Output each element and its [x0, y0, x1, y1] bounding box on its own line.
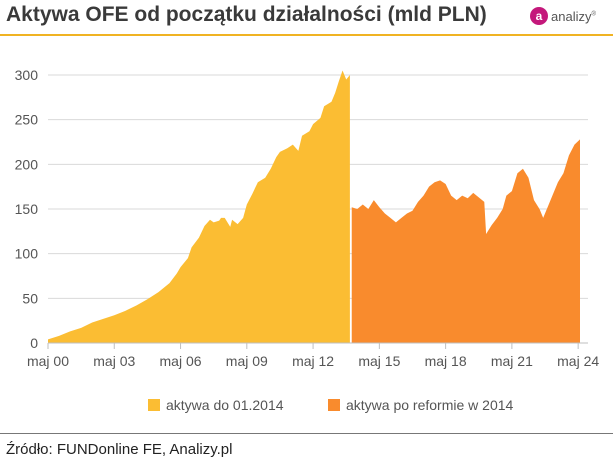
y-tick-label: 200 [15, 156, 39, 172]
x-tick-label: maj 18 [425, 353, 467, 369]
y-tick-label: 300 [15, 67, 39, 83]
analizy-logo-icon: a [530, 7, 548, 25]
x-tick-label: maj 24 [557, 353, 599, 369]
legend-label-series-2: aktywa po reformie w 2014 [346, 397, 514, 413]
series-area-2 [351, 139, 580, 343]
x-tick-label: maj 06 [160, 353, 202, 369]
legend-item-series-1: aktywa do 01.2014 [148, 397, 284, 413]
axes: 0 50 100 150 200 250 300 maj 00 maj 03 maj 06 maj … [15, 67, 600, 369]
y-tick-label: 250 [15, 112, 39, 128]
x-tick-label: maj 09 [226, 353, 268, 369]
x-tick-label: maj 03 [93, 353, 135, 369]
x-tick-label: maj 21 [491, 353, 533, 369]
y-tick-label: 50 [22, 290, 38, 306]
x-tick-label: maj 00 [27, 353, 69, 369]
title-underline [0, 34, 613, 36]
legend-swatch-series-2 [328, 399, 340, 411]
y-tick-label: 0 [30, 335, 38, 351]
area-chart: 0 50 100 150 200 250 300 maj 00 maj 03 maj 06 maj … [15, 67, 600, 369]
series-areas [48, 70, 580, 344]
legend-swatch-series-1 [148, 399, 160, 411]
legend-item-series-2: aktywa po reformie w 2014 [328, 397, 513, 413]
x-tick-label: maj 15 [358, 353, 400, 369]
y-tick-label: 150 [15, 201, 39, 217]
y-tick-label: 100 [15, 246, 39, 262]
source-note: Źródło: FUNDonline FE, Analizy.pl [6, 441, 233, 458]
x-tick-label: maj 12 [292, 353, 334, 369]
series-area-1 [48, 70, 350, 344]
chart-title: Aktywa OFE od początku działalności (mld… [6, 3, 487, 26]
analizy-logo: a analizy® [530, 4, 596, 28]
analizy-logo-text: analizy® [551, 8, 596, 24]
source-divider [0, 433, 613, 434]
legend: aktywa do 01.2014 aktywa po reformie w 2… [0, 397, 613, 415]
legend-label-series-1: aktywa do 01.2014 [166, 397, 284, 413]
